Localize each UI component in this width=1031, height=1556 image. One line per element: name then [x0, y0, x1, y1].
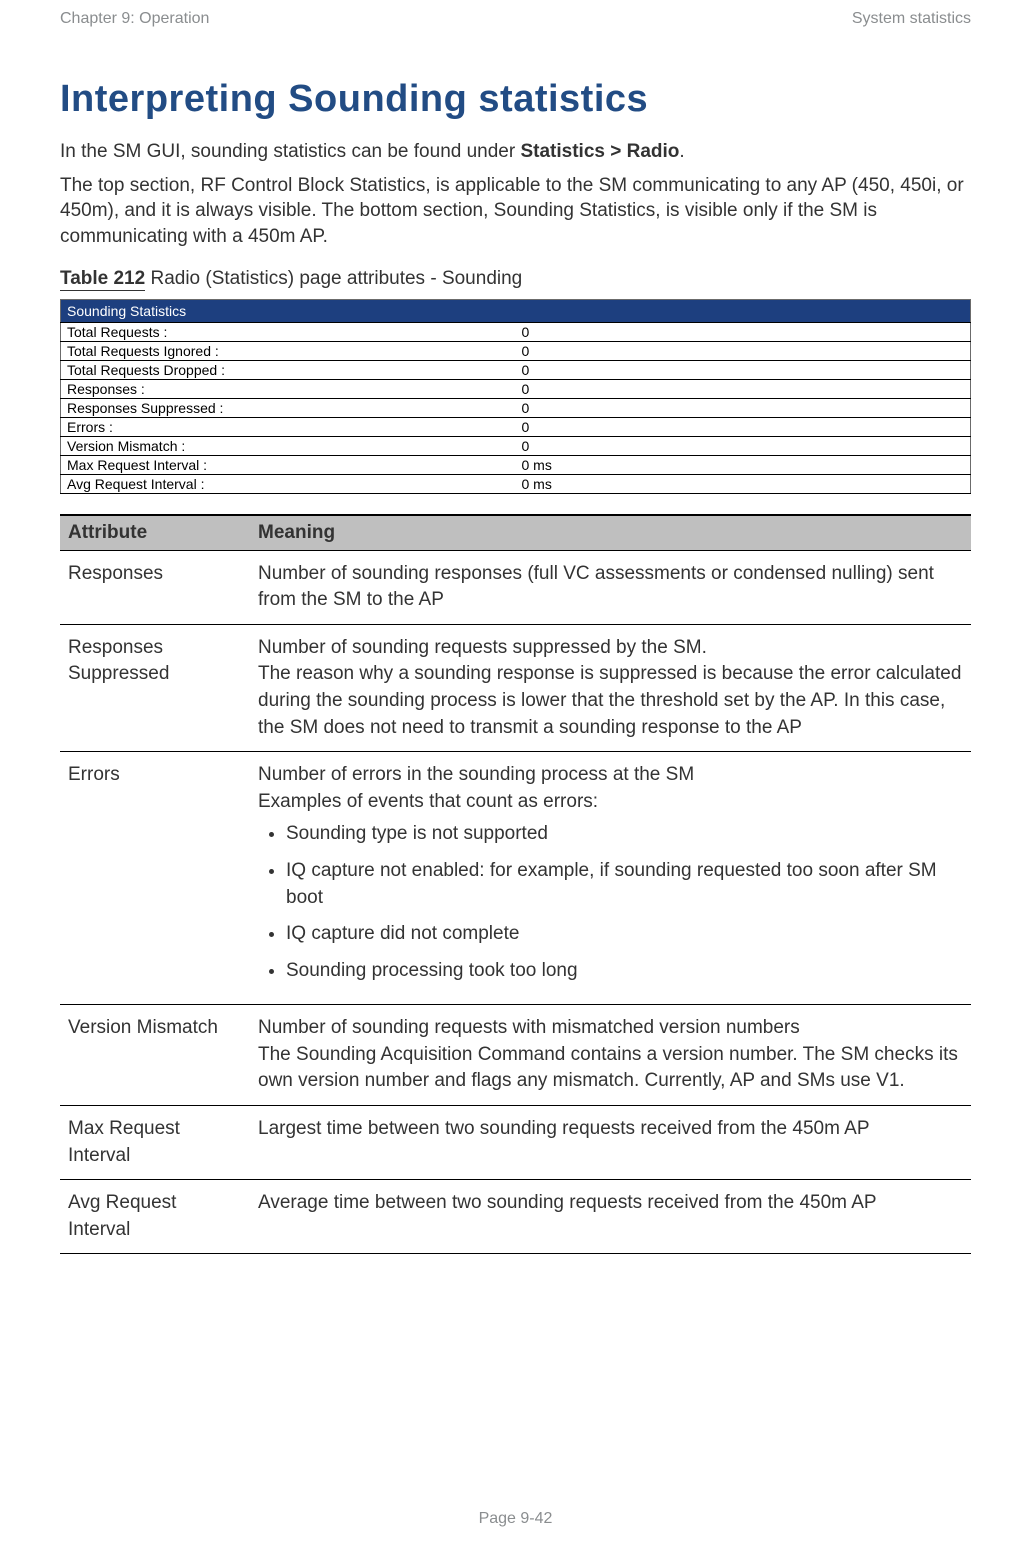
- intro-p1-post: .: [679, 141, 684, 162]
- attrib-meaning: Number of sounding responses (full VC as…: [250, 550, 971, 624]
- attrib-bullet-list: Sounding type is not supported IQ capture…: [258, 821, 963, 984]
- attrib-row: Max Request IntervalLargest time between…: [60, 1106, 971, 1180]
- attrib-row: Version MismatchNumber of sounding reque…: [60, 1005, 971, 1106]
- attrib-header-row: Attribute Meaning: [60, 515, 971, 551]
- page-header: Chapter 9: Operation System statistics: [60, 10, 971, 28]
- intro-p1-bold: Statistics > Radio: [520, 141, 679, 162]
- attrib-header-attribute: Attribute: [60, 515, 250, 551]
- attrib-bullet: IQ capture not enabled: for example, if …: [286, 858, 963, 911]
- stats-header-row: Sounding Statistics: [61, 299, 971, 322]
- stats-row: Version Mismatch :0: [61, 436, 971, 455]
- stats-label: Total Requests :: [61, 322, 516, 341]
- attrib-name: Errors: [60, 752, 250, 1005]
- stats-title: Sounding Statistics: [61, 299, 971, 322]
- attrib-row: ResponsesNumber of sounding responses (f…: [60, 550, 971, 624]
- stats-row: Errors :0: [61, 417, 971, 436]
- sounding-statistics-table: Sounding Statistics Total Requests :0Tot…: [60, 299, 971, 494]
- stats-label: Total Requests Dropped :: [61, 360, 516, 379]
- page-footer: Page 9-42: [0, 1510, 1031, 1528]
- attrib-name: Avg Request Interval: [60, 1180, 250, 1254]
- stats-row: Avg Request Interval :0 ms: [61, 474, 971, 493]
- intro-paragraph-2: The top section, RF Control Block Statis…: [60, 173, 971, 250]
- stats-value: 0: [516, 379, 971, 398]
- stats-row: Responses :0: [61, 379, 971, 398]
- stats-label: Avg Request Interval :: [61, 474, 516, 493]
- stats-row: Total Requests Dropped :0: [61, 360, 971, 379]
- attrib-row: Avg Request IntervalAverage time between…: [60, 1180, 971, 1254]
- header-right: System statistics: [852, 10, 971, 28]
- intro-paragraph-1: In the SM GUI, sounding statistics can b…: [60, 139, 971, 165]
- stats-value: 0: [516, 436, 971, 455]
- attribute-meaning-table: Attribute Meaning ResponsesNumber of sou…: [60, 514, 971, 1255]
- attrib-row: Responses SuppressedNumber of sounding r…: [60, 624, 971, 751]
- stats-label: Responses Suppressed :: [61, 398, 516, 417]
- attrib-bullet: Sounding processing took too long: [286, 958, 963, 985]
- stats-value: 0: [516, 398, 971, 417]
- attrib-name: Responses: [60, 550, 250, 624]
- attrib-meaning: Largest time between two sounding reques…: [250, 1106, 971, 1180]
- stats-value: 0: [516, 360, 971, 379]
- attrib-name: Max Request Interval: [60, 1106, 250, 1180]
- stats-row: Max Request Interval :0 ms: [61, 455, 971, 474]
- stats-label: Errors :: [61, 417, 516, 436]
- table-label: Table 212: [60, 268, 145, 291]
- attrib-meaning: Average time between two sounding reques…: [250, 1180, 971, 1254]
- stats-row: Responses Suppressed :0: [61, 398, 971, 417]
- attrib-name: Responses Suppressed: [60, 624, 250, 751]
- stats-row: Total Requests :0: [61, 322, 971, 341]
- stats-label: Max Request Interval :: [61, 455, 516, 474]
- attrib-header-meaning: Meaning: [250, 515, 971, 551]
- attrib-meaning: Number of sounding requests with mismatc…: [250, 1005, 971, 1106]
- stats-value: 0 ms: [516, 474, 971, 493]
- stats-label: Responses :: [61, 379, 516, 398]
- stats-value: 0: [516, 322, 971, 341]
- attrib-row: ErrorsNumber of errors in the sounding p…: [60, 752, 971, 1005]
- attrib-bullet: Sounding type is not supported: [286, 821, 963, 848]
- page-title: Interpreting Sounding statistics: [60, 78, 971, 121]
- stats-value: 0 ms: [516, 455, 971, 474]
- stats-row: Total Requests Ignored :0: [61, 341, 971, 360]
- header-left: Chapter 9: Operation: [60, 10, 209, 28]
- intro-p1-pre: In the SM GUI, sounding statistics can b…: [60, 141, 520, 162]
- table-caption-text: Radio (Statistics) page attributes - Sou…: [145, 268, 522, 289]
- attrib-meaning: Number of errors in the sounding process…: [250, 752, 971, 1005]
- stats-label: Total Requests Ignored :: [61, 341, 516, 360]
- stats-value: 0: [516, 341, 971, 360]
- table-caption: Table 212 Radio (Statistics) page attrib…: [60, 268, 971, 291]
- attrib-meaning: Number of sounding requests suppressed b…: [250, 624, 971, 751]
- stats-value: 0: [516, 417, 971, 436]
- attrib-bullet: IQ capture did not complete: [286, 921, 963, 948]
- stats-label: Version Mismatch :: [61, 436, 516, 455]
- attrib-name: Version Mismatch: [60, 1005, 250, 1106]
